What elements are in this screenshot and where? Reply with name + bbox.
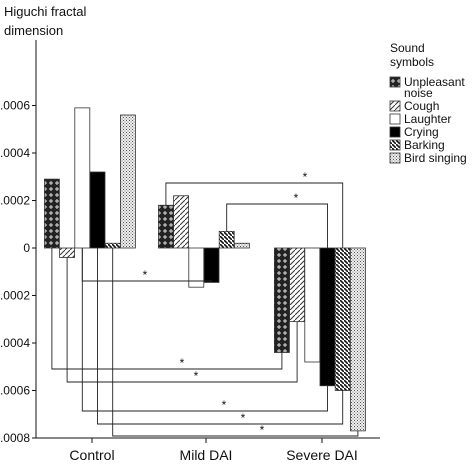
legend-swatch: [389, 76, 401, 88]
y-axis-title-line-2: dimension: [4, 23, 63, 38]
bars: [44, 107, 366, 432]
significance-bracket: [226, 203, 328, 248]
significance-star: *: [294, 191, 299, 205]
y-tick-label: .0004: [0, 336, 30, 350]
legend-label: Bird singing: [404, 151, 467, 165]
significance-star: *: [222, 398, 227, 412]
x-tick-label: Severe DAI: [286, 447, 358, 463]
legend-label: Unpleasant noise: [404, 75, 465, 100]
significance-bracket: [165, 182, 344, 248]
significance-star: *: [194, 369, 199, 383]
legend-title-line-2: symbols: [390, 55, 434, 69]
bar: [74, 107, 91, 249]
bar: [289, 247, 306, 323]
significance-star: *: [241, 411, 246, 425]
significance-star: *: [303, 170, 308, 184]
x-tick-label: Control: [69, 447, 114, 463]
bar: [349, 247, 366, 432]
legend-swatch: [389, 113, 401, 125]
significance-bracket: [81, 248, 328, 412]
bar: [89, 171, 106, 249]
bar: [233, 242, 250, 249]
legend-swatch: [389, 152, 401, 164]
y-tick-label: .0004: [0, 146, 30, 160]
legend-swatch: [389, 100, 401, 112]
bar: [319, 247, 336, 387]
y-tick-label: .0006: [0, 384, 30, 398]
significance-bracket: [66, 257, 298, 383]
y-tick-label: .0006: [0, 99, 30, 113]
significance-bracket: [51, 248, 283, 370]
x-tick-label: Mild DAI: [180, 447, 233, 463]
bar: [334, 247, 351, 391]
significance-bracket: [97, 248, 344, 425]
legend-label: Crying: [404, 125, 439, 139]
significance-star: *: [143, 268, 148, 282]
significance-brackets: * * * * * * * *: [51, 170, 359, 437]
significance-star: *: [180, 356, 185, 370]
axes: .0006 .0004 .0002 0 .0002 .0004 .0006 .0008 Cont…: [0, 40, 380, 463]
y-tick-label: 0: [23, 241, 30, 255]
legend-label: Laughter: [404, 112, 451, 126]
bar: [273, 247, 290, 353]
significance-bracket: [112, 248, 359, 437]
legend-label: Barking: [404, 138, 445, 152]
y-tick-label: .0002: [0, 194, 30, 208]
bar: [59, 247, 75, 258]
bar: [157, 204, 174, 249]
bar: [203, 247, 220, 283]
legend-swatch: [389, 126, 401, 138]
legend-title-line-1: Sound: [390, 41, 425, 55]
bar: [44, 178, 60, 249]
y-tick-label: .0002: [0, 289, 30, 303]
bar: [304, 247, 321, 363]
bar: [218, 230, 235, 249]
significance-star: *: [260, 423, 265, 437]
y-tick-label: .0008: [0, 431, 30, 445]
legend-swatch: [389, 139, 401, 151]
bar: [104, 242, 121, 249]
legend-label: Cough: [404, 99, 439, 113]
bar: [120, 114, 136, 249]
bar: [173, 195, 190, 249]
y-axis-title-line-1: Higuchi fractal: [4, 4, 86, 19]
